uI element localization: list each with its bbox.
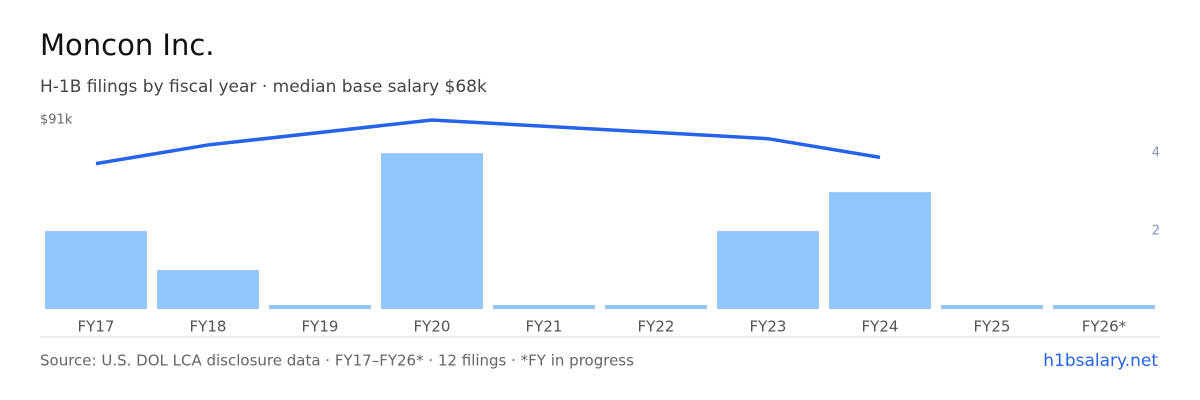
x-tick-label: FY17 bbox=[78, 318, 115, 336]
bar bbox=[1053, 305, 1155, 309]
y2-tick-label: 4 bbox=[1152, 146, 1160, 161]
x-tick-label: FY22 bbox=[638, 318, 675, 336]
x-tick-label: FY25 bbox=[974, 318, 1011, 336]
bar bbox=[157, 270, 259, 309]
bar bbox=[829, 192, 931, 309]
bar bbox=[45, 231, 147, 309]
chart-subtitle: H-1B filings by fiscal year · median bas… bbox=[40, 77, 487, 97]
bar bbox=[381, 153, 483, 309]
source-note: Source: U.S. DOL LCA disclosure data · F… bbox=[40, 352, 634, 370]
y2-tick-label: 2 bbox=[1152, 224, 1160, 239]
bar bbox=[493, 305, 595, 309]
x-tick-label: FY18 bbox=[190, 318, 227, 336]
chart-title: Moncon Inc. bbox=[40, 28, 215, 62]
bar bbox=[941, 305, 1043, 309]
bar bbox=[269, 305, 371, 309]
x-tick-label: FY20 bbox=[414, 318, 451, 336]
brand-link[interactable]: h1bsalary.net bbox=[1043, 351, 1158, 371]
x-tick-label: FY19 bbox=[302, 318, 339, 336]
salary-line bbox=[95, 118, 881, 166]
x-tick-label: FY24 bbox=[862, 318, 899, 336]
x-tick-label: FY21 bbox=[526, 318, 563, 336]
bar bbox=[605, 305, 707, 309]
x-tick-label: FY26* bbox=[1082, 318, 1127, 336]
x-tick-label: FY23 bbox=[750, 318, 787, 336]
bar bbox=[717, 231, 819, 309]
y-tick-label: $91k bbox=[40, 113, 73, 128]
